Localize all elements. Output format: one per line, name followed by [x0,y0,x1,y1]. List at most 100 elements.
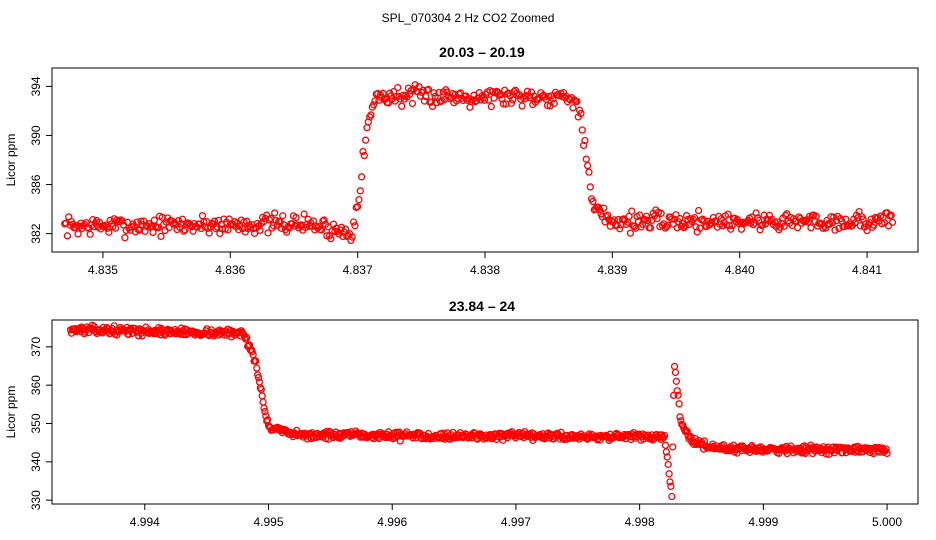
chart-1-point [773,218,782,226]
chart-2-point [254,373,263,382]
chart-2-point [262,412,270,420]
chart-1-point [783,210,791,218]
chart-1-point [604,211,612,219]
chart-2-point [557,428,565,436]
chart-1-point [398,102,406,110]
chart-2-point [677,417,685,425]
chart-2-x-tick-label: 5.000 [872,515,902,529]
chart-1-point [384,99,393,107]
chart-1-point [793,223,802,232]
chart-1-x-tick-label: 4.836 [215,263,245,277]
chart-1-point [157,232,165,241]
chart-2-point [252,357,260,365]
chart-1-point [63,232,72,240]
chart-1-point [776,223,784,232]
chart-1-x-axis: 4.835 4.836 4.837 4.838 4.839 4.840 4.841 [88,252,882,277]
chart-1-point [341,225,350,233]
chart-2-y-axis-label: Licor ppm [4,386,18,439]
chart-1: 20.03 – 20.19 4.835 4.836 4.837 4.838 4.839 4… [4,44,919,277]
chart-1-point [523,87,532,95]
chart-1-point [628,207,636,215]
chart-2-x-tick-label: 4.998 [625,515,655,529]
chart-2-point [248,347,256,356]
chart-1-point [71,223,80,232]
chart-1-point [347,236,355,245]
chart-1-y-tick-label: 382 [29,223,43,243]
chart-1-point [180,227,188,235]
chart-1-point [121,234,129,242]
chart-1-x-tick-label: 4.838 [470,263,500,277]
chart-2-point [822,450,830,458]
chart-2-point [253,364,261,372]
chart-2-point [662,448,671,456]
chart-1-point [582,155,590,163]
chart-2-point [683,427,691,436]
chart-1-point [349,218,358,226]
chart-2-point [258,392,266,400]
chart-2-y-tick-label: 330 [29,490,43,510]
chart-2-x-tick-label: 4.997 [501,515,531,529]
chart-1-point [359,147,367,156]
chart-2-point [667,482,675,491]
chart-1-point [487,102,495,111]
chart-1-point [280,221,288,229]
chart-1-point [154,223,163,232]
chart-2-point [261,407,269,416]
chart-1-point [586,183,594,191]
chart-1-y-axis: 382 386 390 394 [29,76,52,244]
chart-2-point [243,333,251,342]
chart-1-point [499,100,508,108]
chart-1-point [106,216,114,224]
chart-1-point [265,216,273,224]
chart-1-point [888,218,897,226]
chart-1-point [497,91,505,99]
chart-1-point [522,91,530,100]
chart-2-x-axis: 4.994 4.995 4.996 4.997 4.998 4.999 5.000 [130,504,902,529]
chart-1-point [424,85,433,94]
chart-1-x-tick-label: 4.839 [597,263,627,277]
chart-2-point [665,470,673,478]
chart-1-point [689,215,697,224]
chart-1-y-axis-label: Licor ppm [4,134,18,187]
chart-1-point [578,126,586,134]
chart-1-point [394,83,402,92]
chart-1-point [371,97,379,105]
chart-1-point [406,90,414,98]
chart-2-x-tick-label: 4.996 [377,515,407,529]
chart-1-point [543,101,552,110]
chart-1-point [583,161,592,170]
chart-1-point [86,230,94,239]
chart-2-point [446,435,454,443]
chart-1-point [819,224,827,232]
chart-1-point [361,136,370,144]
chart-1-point [197,224,205,233]
chart-2-x-tick-label: 4.994 [130,515,160,529]
figure-title: SPL_070304 2 Hz CO2 Zoomed [382,11,555,25]
chart-1-point [577,109,585,118]
chart-1-point [812,212,820,220]
chart-2-point [882,445,890,453]
chart-1-point [644,216,652,225]
chart-1-point [292,213,300,222]
chart-1-point [646,224,655,232]
chart-2-point [668,492,676,501]
chart-1-x-tick-label: 4.840 [725,263,755,277]
chart-2-point [669,443,677,451]
chart-1-point [137,217,145,225]
chart-1-x-tick-label: 4.837 [343,263,373,277]
chart-1-point [170,218,179,227]
chart-1-point [327,235,335,243]
chart-1-point [573,97,581,106]
chart-1-point [435,88,443,97]
chart-1-point [271,209,279,217]
chart-1-point [780,222,788,230]
chart-1-point [518,102,526,110]
chart-2-point [669,391,678,400]
chart-2-point [663,453,671,461]
chart-1-point [305,222,314,230]
chart-2: 23.84 – 24 4.994 4.995 4.996 4.997 4.998 4.99… [4,298,919,529]
chart-1-point [616,225,624,233]
chart-1-point [498,95,506,103]
chart-1-point [357,173,366,181]
